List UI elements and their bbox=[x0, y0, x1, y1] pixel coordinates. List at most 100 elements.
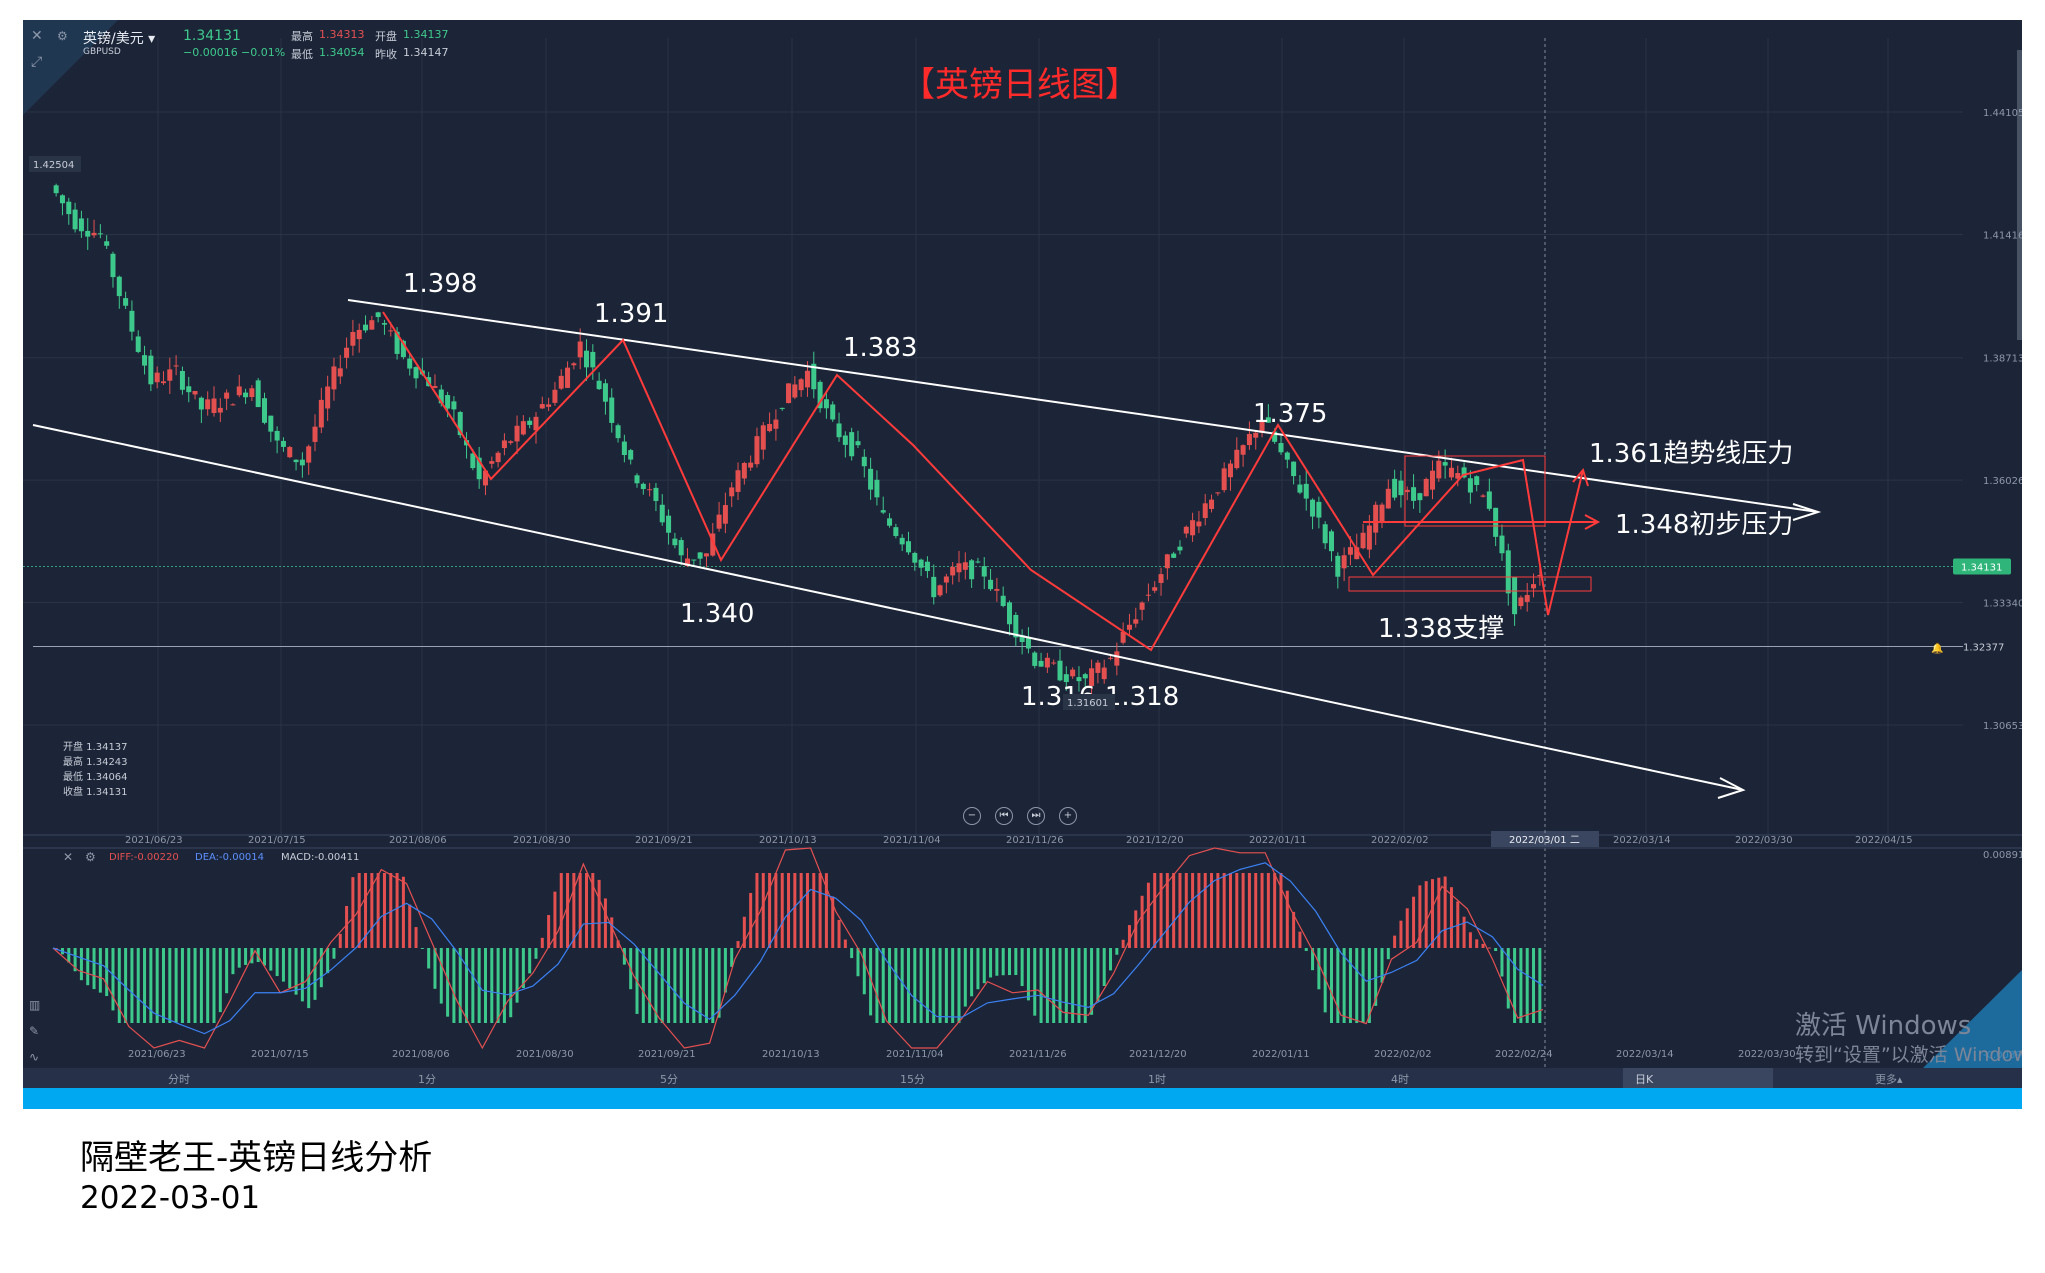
alert-price-tag: 1.32377 bbox=[1963, 642, 2004, 653]
macd-bar bbox=[1424, 881, 1428, 948]
macd-bar bbox=[1311, 948, 1315, 971]
macd-bar bbox=[326, 948, 330, 974]
candle-body bbox=[476, 457, 482, 480]
timeframe-15m[interactable]: 15分 bbox=[900, 1073, 925, 1086]
high-label: 最高 bbox=[291, 30, 313, 43]
macd-bar bbox=[1260, 873, 1264, 948]
candle-body bbox=[1089, 668, 1095, 686]
upper-trendline-arrow bbox=[1792, 503, 1822, 521]
macd-bar bbox=[717, 948, 721, 1018]
support-box bbox=[1348, 576, 1592, 592]
macd-bar bbox=[900, 948, 904, 1023]
macd-bar bbox=[780, 873, 784, 948]
zoom-out-button[interactable]: − bbox=[963, 807, 981, 825]
macd-bar bbox=[439, 948, 443, 1004]
timeframe-1m[interactable]: 1分 bbox=[418, 1073, 436, 1086]
macd-value-label: MACD:-0.00411 bbox=[281, 852, 360, 863]
candle-body bbox=[438, 389, 444, 404]
macd-bar bbox=[345, 905, 349, 948]
chart-panel: 1.44105 1.41416 1.38713 1.36026 1.33340 1.306… bbox=[23, 20, 2022, 1109]
candle-body bbox=[293, 459, 299, 463]
expand-icon[interactable]: ⤢ bbox=[31, 54, 43, 70]
scroll-start-button[interactable]: ⏮ bbox=[995, 807, 1013, 825]
macd-bar bbox=[736, 941, 740, 948]
candle-body bbox=[583, 350, 589, 368]
timeframe-more[interactable]: 更多▴ bbox=[1875, 1073, 1903, 1086]
candle-body bbox=[344, 347, 350, 358]
macd-bar bbox=[711, 948, 715, 1023]
candle-body bbox=[1335, 555, 1341, 577]
range-box bbox=[1404, 455, 1546, 527]
macd-diff-line bbox=[52, 847, 1544, 1050]
macd-bar bbox=[1500, 948, 1504, 977]
macd-bar bbox=[1273, 873, 1277, 948]
candle-body bbox=[754, 436, 760, 465]
macd-bar bbox=[1449, 887, 1453, 948]
timeframe-4h[interactable]: 4时 bbox=[1391, 1073, 1409, 1086]
candle-body bbox=[1158, 574, 1164, 583]
macd-bar bbox=[237, 948, 241, 968]
macd-bar bbox=[1039, 948, 1043, 1023]
macd-bar bbox=[812, 873, 816, 948]
candle-body bbox=[72, 209, 78, 230]
candle-body bbox=[179, 370, 185, 390]
candle-body bbox=[760, 425, 766, 450]
low-label: 最低 bbox=[291, 48, 313, 61]
timeframe-daily[interactable]: 日K bbox=[1635, 1073, 1654, 1086]
candle-body bbox=[1537, 575, 1543, 577]
candle-body bbox=[1145, 594, 1151, 596]
candle-body bbox=[1272, 431, 1278, 442]
macd-bar bbox=[963, 948, 967, 1007]
macd-bar bbox=[161, 948, 165, 1023]
ohlc-close: 收盘 1.34131 bbox=[63, 787, 128, 798]
candle-body bbox=[1518, 597, 1524, 607]
x-tick-label: 2021/12/20 bbox=[1126, 835, 1184, 846]
draw-icon[interactable]: ✎ bbox=[29, 1024, 40, 1038]
y-tick-label: 1.36026 bbox=[1983, 476, 2022, 487]
close-icon[interactable]: ✕ bbox=[31, 28, 43, 44]
candle-body bbox=[230, 404, 236, 406]
timeframe-tick[interactable]: 分时 bbox=[168, 1073, 190, 1086]
macd-close-icon[interactable]: ✕ bbox=[63, 850, 74, 864]
timeframe-5m[interactable]: 5分 bbox=[660, 1073, 678, 1086]
macd-bar bbox=[1096, 948, 1100, 1002]
macd-x-tick-label: 2021/09/21 bbox=[638, 1049, 696, 1060]
macd-bar bbox=[831, 896, 835, 948]
symbol-selector[interactable]: 英镑/美元 ▾ bbox=[83, 31, 156, 47]
macd-bar bbox=[490, 948, 494, 1023]
macd-bar bbox=[679, 948, 683, 1023]
candle-body bbox=[685, 558, 691, 567]
chart-type-icon[interactable]: ∿ bbox=[29, 1050, 40, 1064]
candle-body bbox=[855, 441, 861, 446]
zoom-in-button[interactable]: + bbox=[1059, 807, 1077, 825]
candle-body bbox=[312, 426, 318, 442]
scroll-end-button[interactable]: ⏭ bbox=[1027, 807, 1045, 825]
indicator-icon[interactable]: ▥ bbox=[29, 998, 41, 1012]
settings-icon[interactable]: ⚙ bbox=[57, 29, 68, 43]
macd-x-tick-label: 2022/01/11 bbox=[1252, 1049, 1310, 1060]
candle-body bbox=[811, 363, 817, 390]
macd-bar bbox=[1064, 948, 1068, 1023]
candle-body bbox=[565, 367, 571, 388]
macd-bar bbox=[742, 916, 746, 948]
macd-bar bbox=[1348, 948, 1352, 1023]
macd-bar bbox=[787, 873, 791, 948]
candle-body bbox=[779, 407, 785, 409]
macd-bar bbox=[420, 948, 424, 949]
macd-bar bbox=[370, 873, 374, 948]
candle-body bbox=[501, 440, 507, 449]
macd-bar bbox=[528, 948, 532, 974]
macd-bar bbox=[881, 948, 885, 1023]
macd-bar bbox=[250, 948, 254, 964]
timeframe-1h[interactable]: 1时 bbox=[1148, 1073, 1166, 1086]
candle-body bbox=[1227, 463, 1233, 478]
macd-settings-icon[interactable]: ⚙ bbox=[85, 850, 96, 864]
candle-body bbox=[1221, 468, 1227, 491]
macd-bar bbox=[288, 948, 292, 989]
macd-bar bbox=[888, 948, 892, 1023]
corner-decoration-tl bbox=[23, 20, 118, 115]
macd-bar bbox=[105, 948, 109, 997]
caption-title: 隔壁老王-英镑日线分析 bbox=[80, 1138, 433, 1178]
candle-body bbox=[861, 456, 867, 467]
candle-body bbox=[659, 504, 665, 523]
